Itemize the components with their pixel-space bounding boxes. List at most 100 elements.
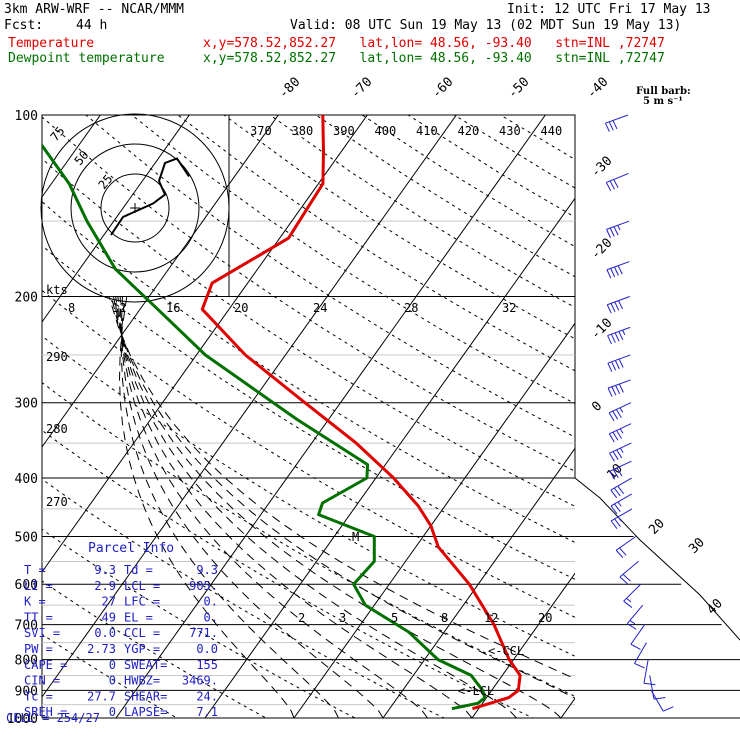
dry-adiabat: [454, 115, 575, 189]
parcel-value: 0.: [204, 610, 218, 624]
wind-barb-flag: [613, 179, 619, 189]
isotherm: [204, 197, 575, 718]
wind-barb-flag: [622, 573, 631, 582]
wind-barb-flag: [617, 485, 625, 495]
legend-temperature: Temperature: [8, 36, 95, 51]
dry-adiabat: [42, 633, 178, 718]
thetae-label: 400: [375, 124, 397, 138]
isotherm: [560, 697, 575, 718]
isotherm: [650, 115, 740, 718]
moist-adiabat: [120, 296, 339, 718]
wind-barb-flag: [604, 122, 610, 132]
wind-barb-flag: [608, 412, 615, 422]
wind-barb-flag: [610, 333, 616, 343]
wind-barb: [626, 604, 644, 630]
parcel-value: 27: [102, 595, 116, 609]
isotherm: [0, 115, 11, 718]
thetae-label: 370: [250, 124, 272, 138]
theta-label: 290: [46, 350, 68, 364]
wind-key-value: 5 m s⁻¹: [643, 96, 683, 107]
wind-barb-flag: [630, 643, 641, 650]
isotherm-label: -20: [588, 236, 615, 263]
dry-adiabat: [177, 115, 575, 372]
thetae-label: 380: [292, 124, 314, 138]
wind-barb-flag: [619, 547, 627, 556]
parcel-cell: CELL = 254/27: [6, 711, 100, 725]
moist-adiabat: [115, 296, 517, 718]
parcel-value: 0.: [204, 595, 218, 609]
parcel-key: SHEAR=: [124, 689, 167, 703]
dry-adiabat: [42, 335, 575, 657]
m-marker: M: [352, 530, 359, 544]
wind-barb-flag: [643, 682, 656, 686]
parcel-key: PW =: [24, 642, 53, 656]
wind-barb-flag: [606, 229, 611, 239]
mixing-ratio-label: 20: [538, 611, 552, 625]
isotherm: [293, 322, 575, 718]
dewpoint-line: [42, 142, 487, 711]
wind-barb-flag: [634, 662, 645, 669]
upper-axis-label: 24: [313, 301, 327, 315]
wind-barb: [623, 583, 641, 608]
isotherm: [42, 115, 190, 323]
wind-barb: [610, 477, 632, 499]
parcel-key: T =: [24, 563, 46, 577]
wind-barb-flag: [610, 489, 618, 499]
wind-barb-shaft: [619, 561, 639, 578]
wind-barb-flag: [616, 467, 623, 477]
wind-barb-flag: [609, 471, 616, 480]
wind-barb: [608, 423, 632, 443]
parcel-key: Td =: [124, 563, 153, 577]
wind-barb-flag: [610, 268, 616, 278]
wind-barb-flag: [617, 225, 621, 231]
wind-barb: [606, 296, 630, 314]
wind-barb-flag: [612, 469, 619, 479]
isotherm-label: -80: [276, 75, 303, 102]
wind-barb-shaft: [650, 690, 664, 712]
wind-barb-flag: [613, 266, 619, 276]
legend-dewpoint-info: x,y=578.52,852.27 lat,lon= 48.56, -93.40…: [203, 51, 665, 66]
parcel-value: 0.0: [94, 626, 116, 640]
wind-barb-flag: [610, 505, 618, 515]
parcel-key: CCL =: [124, 626, 160, 640]
mixing-ratio-label: 5: [391, 611, 398, 625]
wind-barb-flag: [617, 501, 622, 507]
wind-barb-flag: [614, 332, 620, 342]
isotherm: [42, 115, 279, 448]
parcel-key: Tc =: [24, 689, 53, 703]
mixing-ratio-label: 2: [298, 611, 305, 625]
moist-adiabat: [110, 296, 575, 699]
wind-barb-flag: [616, 430, 622, 439]
parcel-value: 155: [196, 658, 218, 672]
wind-barb-flag: [606, 304, 612, 314]
wind-barb-flag: [607, 362, 613, 372]
parcel-key: EL =: [124, 610, 153, 624]
isotherm-label: 0: [589, 399, 605, 415]
dry-adiabat: [42, 528, 357, 718]
legend-temperature-info: x,y=578.52,852.27 lat,lon= 48.56, -93.40…: [203, 36, 665, 51]
parcel-value: 27.7: [87, 689, 116, 703]
hodograph: 25 50 75 kts: [40, 113, 230, 303]
pressure-label: 800: [15, 654, 38, 669]
hodograph-trace: [110, 157, 190, 236]
wind-barb: [609, 460, 632, 480]
pressure-label: 200: [15, 291, 38, 306]
dry-adiabat: [500, 115, 575, 161]
ccl-marker: <-CCL: [488, 644, 524, 658]
parcel-key: CIN =: [24, 674, 60, 688]
wind-key-title: Full barb:: [636, 86, 691, 97]
valid-time: Valid: 08 UTC Sun 19 May 13 (02 MDT Sun …: [290, 18, 682, 33]
theta-label: 280: [46, 422, 68, 436]
pressure-label: 600: [15, 578, 38, 593]
lcl-marker: <-LCL: [458, 684, 494, 698]
dry-adiabat: [131, 115, 575, 405]
hodograph-ring: [70, 143, 200, 273]
parcel-key: LI =: [24, 579, 53, 593]
wind-barb: [610, 508, 633, 529]
upper-axis-label: 32: [502, 301, 516, 315]
parcel-info-panel: Parcel Info T = 9.3 Td = 9.3 LI = 2.9 LCL = 905…: [6, 541, 218, 725]
wind-barb-shaft: [630, 624, 646, 645]
wind-barb: [649, 675, 666, 700]
mixing-ratio-label: 8: [441, 611, 448, 625]
